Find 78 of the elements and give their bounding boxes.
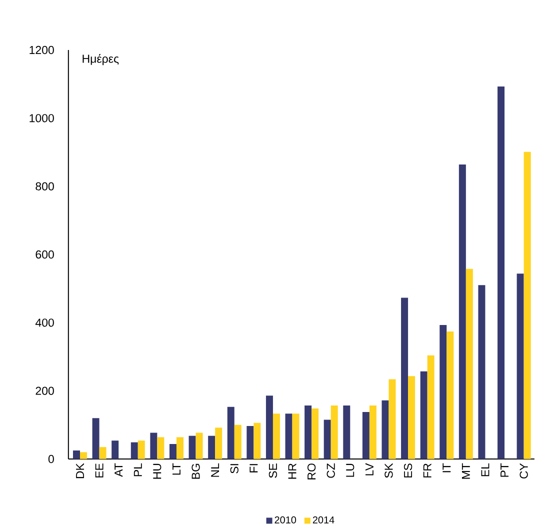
- bar: [272, 414, 280, 459]
- bar: [92, 418, 100, 459]
- x-tick-label: HU: [153, 464, 162, 479]
- bar: [169, 444, 176, 459]
- bar: [427, 355, 434, 459]
- bar: [446, 332, 454, 459]
- bar: [408, 376, 416, 459]
- x-tick-label: AT: [114, 463, 123, 477]
- bar: [285, 414, 292, 459]
- bar: [188, 436, 196, 459]
- bar: [292, 414, 300, 459]
- x-tick-label: SI: [230, 464, 238, 474]
- x-tick-label: LT: [172, 463, 180, 475]
- x-tick-label: RO: [307, 464, 316, 480]
- y-tick-label: 800: [36, 182, 54, 190]
- bar: [516, 274, 524, 459]
- x-tick-label: EL: [481, 463, 490, 476]
- bar: [176, 437, 184, 459]
- bar: [330, 405, 338, 459]
- y-tick-label: 200: [36, 386, 54, 395]
- bar: [99, 447, 106, 459]
- bar: [312, 408, 319, 459]
- bar: [80, 452, 87, 459]
- legend-label: 2010: [274, 516, 296, 524]
- x-tick-label: PL: [134, 463, 142, 476]
- x-tick-label: LU: [346, 464, 354, 477]
- bar: [215, 428, 222, 459]
- x-tick-label: EE: [95, 464, 104, 478]
- x-tick-label: CY: [520, 463, 528, 478]
- bar: [324, 420, 331, 459]
- x-tick-label: DK: [76, 463, 84, 478]
- bar: [73, 450, 80, 459]
- bar: [246, 426, 254, 459]
- bar: [196, 432, 203, 459]
- x-tick-label: IT: [442, 463, 451, 472]
- bar: [458, 164, 466, 459]
- x-tick-label: BG: [192, 464, 200, 479]
- bar: [112, 440, 119, 459]
- x-tick-label: CZ: [326, 463, 335, 478]
- bar: [304, 405, 312, 459]
- bar: [478, 285, 486, 459]
- bar: [369, 405, 376, 459]
- bar: [234, 424, 242, 459]
- bar: [388, 379, 396, 459]
- bar: [254, 422, 261, 459]
- y-tick-label: 400: [35, 318, 54, 327]
- x-tick-label: FR: [423, 464, 432, 478]
- y-tick-label: 0: [48, 454, 54, 464]
- y-tick-label: 1000: [30, 114, 54, 122]
- bar: [208, 436, 216, 459]
- bar: [138, 440, 145, 459]
- bar: [130, 442, 138, 459]
- x-tick-label: ES: [404, 464, 412, 478]
- x-tick-label: FI: [250, 464, 258, 472]
- bar: [524, 152, 531, 459]
- x-tick-label: MT: [462, 463, 470, 479]
- x-tick-label: SE: [268, 464, 278, 478]
- bar: [362, 412, 370, 459]
- bar: [157, 437, 164, 459]
- x-tick-label: NL: [211, 463, 220, 477]
- bar: [227, 406, 234, 459]
- y-tick-label: 600: [36, 250, 54, 259]
- bar: [343, 405, 350, 459]
- bar: [498, 86, 505, 459]
- bar: [266, 396, 273, 459]
- x-tick-label: PT: [500, 463, 508, 477]
- bar: [420, 371, 428, 459]
- bar: [466, 268, 473, 459]
- x-tick-label: SK: [384, 463, 393, 478]
- y-axis-title: Ημέρες: [82, 54, 119, 66]
- bar: [382, 400, 389, 459]
- x-tick-label: HR: [288, 464, 296, 479]
- bar: [150, 432, 158, 459]
- bar: [401, 298, 408, 459]
- x-tick-label: LV: [365, 463, 374, 476]
- bar: [440, 325, 447, 459]
- legend-label: 2014: [312, 516, 334, 524]
- y-tick-label: 1200: [30, 46, 54, 54]
